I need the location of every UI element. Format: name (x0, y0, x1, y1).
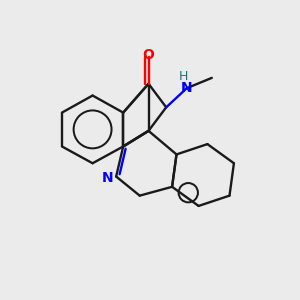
Text: N: N (102, 171, 114, 185)
Text: H: H (178, 70, 188, 83)
Text: N: N (180, 81, 192, 94)
Text: O: O (142, 48, 154, 62)
